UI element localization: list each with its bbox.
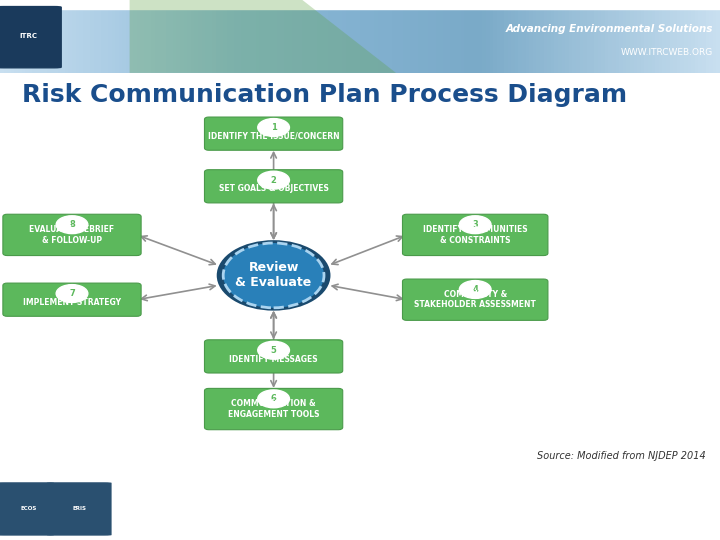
Bar: [0, 0, 720, 9]
Text: Advancing Environmental Solutions: Advancing Environmental Solutions: [505, 24, 713, 34]
Text: 11: 11: [686, 502, 703, 516]
FancyBboxPatch shape: [204, 388, 343, 430]
Text: NJDEP 2014. Establishing Dialogue: Planning for Successful Environmental Managem: NJDEP 2014. Establishing Dialogue: Plann…: [126, 483, 467, 512]
Circle shape: [258, 119, 289, 137]
Text: 7: 7: [69, 289, 75, 298]
Text: IMPLEMENT STRATEGY: IMPLEMENT STRATEGY: [23, 298, 121, 307]
Text: 3: 3: [472, 220, 478, 229]
Circle shape: [56, 285, 88, 302]
FancyBboxPatch shape: [204, 117, 343, 150]
Text: ITRC: ITRC: [20, 33, 37, 39]
Text: 5: 5: [271, 346, 276, 355]
Circle shape: [258, 390, 289, 408]
Text: COMMUNICATION &
ENGAGEMENT TOOLS: COMMUNICATION & ENGAGEMENT TOOLS: [228, 400, 320, 419]
FancyBboxPatch shape: [3, 214, 141, 255]
Circle shape: [459, 281, 491, 299]
Text: EVALUATE, DEBRIEF
& FOLLOW-UP: EVALUATE, DEBRIEF & FOLLOW-UP: [30, 225, 114, 245]
Text: 1: 1: [271, 123, 276, 132]
Text: 6: 6: [271, 394, 276, 403]
Text: IDENTIFY THE ISSUE/CONCERN: IDENTIFY THE ISSUE/CONCERN: [208, 132, 339, 141]
FancyBboxPatch shape: [47, 482, 112, 536]
Circle shape: [56, 216, 88, 234]
Circle shape: [258, 341, 289, 359]
Text: COMMUNITY &
STAKEHOLDER ASSESSMENT: COMMUNITY & STAKEHOLDER ASSESSMENT: [414, 290, 536, 309]
Polygon shape: [130, 0, 396, 73]
Text: 2: 2: [271, 176, 276, 185]
Text: ECOS: ECOS: [21, 507, 37, 511]
FancyBboxPatch shape: [204, 340, 343, 373]
Text: Review
& Evaluate: Review & Evaluate: [235, 261, 312, 289]
Text: 8: 8: [69, 220, 75, 229]
Text: SET GOALS & OBJECTIVES: SET GOALS & OBJECTIVES: [219, 185, 328, 193]
Circle shape: [459, 216, 491, 234]
Text: Risk Communication Plan Process Diagram: Risk Communication Plan Process Diagram: [22, 83, 626, 107]
FancyBboxPatch shape: [402, 214, 548, 255]
FancyBboxPatch shape: [402, 279, 548, 320]
Text: IDENTIFY COMMUNITIES
& CONSTRAINTS: IDENTIFY COMMUNITIES & CONSTRAINTS: [423, 225, 528, 245]
FancyBboxPatch shape: [204, 170, 343, 203]
Circle shape: [258, 171, 289, 189]
Text: Source: Modified from NJDEP 2014: Source: Modified from NJDEP 2014: [537, 450, 706, 461]
Ellipse shape: [217, 240, 330, 310]
Text: IDENTIFY MESSAGES: IDENTIFY MESSAGES: [229, 355, 318, 363]
FancyBboxPatch shape: [0, 482, 54, 536]
Text: ERIS: ERIS: [73, 507, 87, 511]
FancyBboxPatch shape: [3, 283, 141, 316]
Ellipse shape: [223, 243, 324, 308]
FancyBboxPatch shape: [0, 6, 61, 68]
Text: WWW.ITRCWEB.ORG: WWW.ITRCWEB.ORG: [621, 48, 713, 57]
Text: 4: 4: [472, 285, 478, 294]
